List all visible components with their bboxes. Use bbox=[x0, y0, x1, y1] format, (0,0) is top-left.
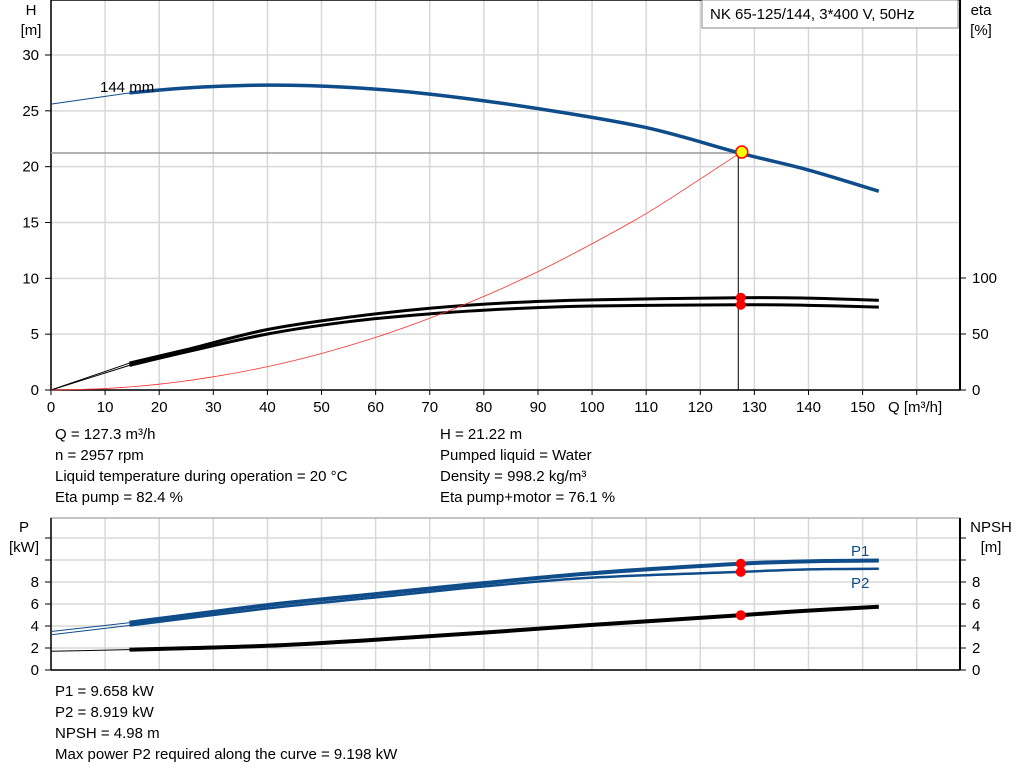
y-tick-label: 25 bbox=[22, 103, 39, 120]
y-tick-label: 10 bbox=[22, 270, 39, 287]
info-p2: P2 = 8.919 kW bbox=[55, 704, 154, 721]
y2-tick-label-lower: 4 bbox=[972, 618, 980, 635]
chart-title: NK 65-125/144, 3*400 V, 50Hz bbox=[710, 6, 915, 23]
y-tick-label: 20 bbox=[22, 159, 39, 176]
x-tick-label: 20 bbox=[151, 399, 168, 416]
info-top-left: Q = 127.3 m³/h n = 2957 rpm Liquid tempe… bbox=[55, 424, 347, 508]
x-tick-label: 70 bbox=[421, 399, 438, 416]
H-curve-extension bbox=[50, 92, 130, 105]
info-max-p2: Max power P2 required along the curve = … bbox=[55, 746, 398, 763]
y-tick-label: 30 bbox=[22, 47, 39, 64]
x-tick-label: 10 bbox=[97, 399, 114, 416]
x-tick-label: 40 bbox=[259, 399, 276, 416]
x-tick-label: 140 bbox=[796, 399, 821, 416]
info-liquid: Pumped liquid = Water bbox=[440, 447, 592, 464]
info-q: Q = 127.3 m³/h bbox=[55, 426, 156, 443]
y-tick-label-lower: 2 bbox=[31, 640, 39, 657]
y-tick-label: 5 bbox=[31, 326, 39, 343]
info-bottom: P1 = 9.658 kW P2 = 8.919 kW NPSH = 4.98 … bbox=[55, 681, 397, 765]
y2-axis-label-npsh-unit: [m] bbox=[981, 539, 1002, 556]
x-tick-label: 0 bbox=[47, 399, 55, 416]
y-tick-label-lower: 0 bbox=[31, 662, 39, 679]
y-tick-label-lower: 6 bbox=[31, 596, 39, 613]
npsh-curve bbox=[129, 604, 879, 652]
x-axis-label: Q [m³/h] bbox=[888, 399, 942, 416]
y-tick-label: 15 bbox=[22, 215, 39, 232]
info-eta-pump-motor: Eta pump+motor = 76.1 % bbox=[440, 489, 616, 506]
system-curve bbox=[50, 152, 741, 391]
info-density: Density = 998.2 kg/m³ bbox=[440, 468, 587, 485]
y2-tick-label: 0 bbox=[972, 382, 980, 399]
p1-curve bbox=[129, 558, 879, 625]
y-axis-label-name: H bbox=[26, 2, 37, 19]
npsh-curve-extension bbox=[50, 649, 130, 652]
y-tick-label-lower: 4 bbox=[31, 618, 39, 635]
eta_pump-curve bbox=[129, 296, 879, 365]
y2-axis-label-name: eta bbox=[971, 2, 993, 19]
info-eta-pump: Eta pump = 82.4 % bbox=[55, 489, 183, 506]
y-axis-label-power-unit: [kW] bbox=[9, 539, 39, 556]
x-tick-label: 150 bbox=[850, 399, 875, 416]
info-speed: n = 2957 rpm bbox=[55, 447, 144, 464]
p1-series-label: P1 bbox=[851, 543, 869, 560]
p2-curve-extension bbox=[50, 624, 130, 636]
info-h: H = 21.22 m bbox=[440, 426, 523, 443]
x-tick-label: 50 bbox=[313, 399, 330, 416]
x-tick-label: 120 bbox=[688, 399, 713, 416]
x-tick-label: 90 bbox=[530, 399, 547, 416]
y2-tick-label-lower: 2 bbox=[972, 640, 980, 657]
x-tick-label: 110 bbox=[634, 399, 658, 416]
p1-curve-extension bbox=[50, 622, 130, 632]
x-tick-label: 100 bbox=[580, 399, 605, 416]
x-tick-label: 30 bbox=[205, 399, 222, 416]
y-axis-label-unit: [m] bbox=[21, 22, 42, 39]
info-temperature: Liquid temperature during operation = 20… bbox=[55, 468, 348, 485]
y2-axis-label-unit: [%] bbox=[970, 22, 992, 39]
eta_pump_motor-curve-extension bbox=[50, 364, 130, 391]
y2-tick-label: 50 bbox=[972, 326, 989, 343]
info-p1: P1 = 9.658 kW bbox=[55, 683, 154, 700]
y-tick-label: 0 bbox=[31, 382, 39, 399]
p2-curve bbox=[129, 567, 879, 627]
x-tick-label: 130 bbox=[742, 399, 767, 416]
eta_pump_motor-curve bbox=[129, 303, 879, 367]
y2-tick-label-lower: 6 bbox=[972, 596, 980, 613]
y-axis-label-power-name: P bbox=[19, 519, 29, 536]
y2-tick-label-lower: 0 bbox=[972, 662, 980, 679]
x-tick-label: 60 bbox=[367, 399, 384, 416]
info-top-right: H = 21.22 m Pumped liquid = Water Densit… bbox=[440, 424, 615, 508]
p1-operating-marker bbox=[735, 558, 746, 569]
eta-pump-motor-marker bbox=[735, 299, 746, 310]
p2-series-label: P2 bbox=[851, 575, 869, 592]
y-tick-label-lower: 8 bbox=[31, 574, 39, 591]
x-tick-label: 80 bbox=[476, 399, 493, 416]
plot-frame-top bbox=[50, 0, 961, 391]
npsh-operating-marker bbox=[735, 610, 746, 621]
y2-tick-label: 100 bbox=[972, 270, 997, 287]
operating-point-marker bbox=[735, 145, 749, 159]
title-box bbox=[701, 0, 959, 29]
H-curve bbox=[129, 83, 880, 193]
p2-operating-marker bbox=[735, 566, 746, 577]
y2-tick-label-lower: 8 bbox=[972, 574, 980, 591]
y2-axis-label-npsh-name: NPSH bbox=[970, 519, 1012, 536]
eta-pump-marker bbox=[735, 292, 746, 303]
info-npsh: NPSH = 4.98 m bbox=[55, 725, 160, 742]
curve-label-impeller: 144 mm bbox=[100, 79, 154, 96]
